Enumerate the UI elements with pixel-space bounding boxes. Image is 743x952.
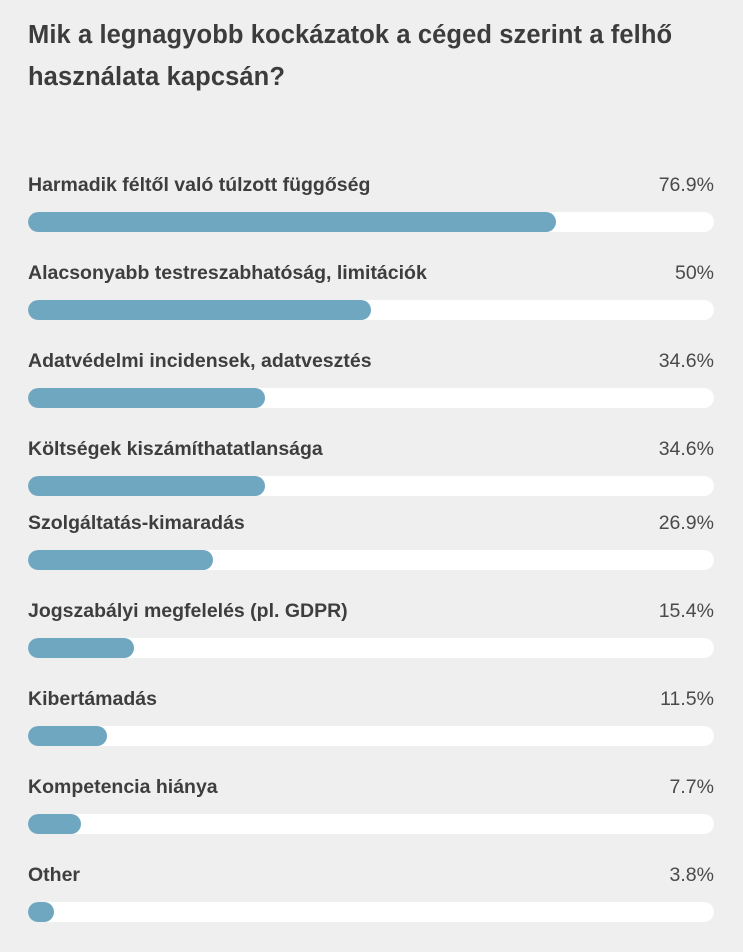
- poll-option: Jogszabályi megfelelés (pl. GDPR) 15.4%: [28, 598, 714, 658]
- poll-option-bar: [28, 388, 266, 408]
- poll-option-percentage: 26.9%: [658, 512, 714, 534]
- poll-option-label: Jogszabályi megfelelés (pl. GDPR): [28, 600, 348, 622]
- poll-option-percentage: 11.5%: [660, 688, 714, 710]
- poll-option-header: Szolgáltatás-kimaradás 26.9%: [28, 510, 714, 540]
- poll-option-bar-track: [28, 902, 714, 922]
- poll-option-header: Adatvédelmi incidensek, adatvesztés 34.6%: [28, 348, 714, 378]
- poll-option-bar-track: [28, 388, 714, 408]
- poll-option-bar-track: [28, 476, 714, 496]
- poll-option-bar: [28, 814, 81, 834]
- poll-option-bar: [28, 638, 134, 658]
- poll-option-percentage: 15.4%: [658, 600, 714, 622]
- poll-option: Other 3.8%: [28, 862, 714, 922]
- poll-option: Szolgáltatás-kimaradás 26.9%: [28, 510, 714, 570]
- poll-option-label: Szolgáltatás-kimaradás: [28, 512, 245, 534]
- poll-option-bar: [28, 726, 107, 746]
- poll-option-bar: [28, 212, 556, 232]
- poll-option-label: Adatvédelmi incidensek, adatvesztés: [28, 350, 372, 372]
- poll-option: Kibertámadás 11.5%: [28, 686, 714, 746]
- poll-option-bar-track: [28, 300, 714, 320]
- poll-option: Kompetencia hiánya 7.7%: [28, 774, 714, 834]
- poll-option-bar: [28, 300, 371, 320]
- poll-option-header: Költségek kiszámíthatatlansága 34.6%: [28, 436, 714, 466]
- poll-option-label: Other: [28, 864, 81, 886]
- poll-option-header: Kibertámadás 11.5%: [28, 686, 714, 716]
- poll-option-bar: [28, 476, 266, 496]
- poll-option-header: Kompetencia hiánya 7.7%: [28, 774, 714, 804]
- poll-option-bar: [28, 902, 55, 922]
- poll-option-percentage: 3.8%: [669, 864, 714, 886]
- poll-title: Mik a legnagyobb kockázatok a céged szer…: [28, 21, 673, 91]
- poll-option-label: Kibertámadás: [28, 688, 157, 710]
- poll-option: Alacsonyabb testreszabhatóság, limitáció…: [28, 260, 714, 320]
- poll-option: Költségek kiszámíthatatlansága 34.6%: [28, 436, 714, 496]
- poll-option-header: Jogszabályi megfelelés (pl. GDPR) 15.4%: [28, 598, 714, 628]
- poll-option-bar-track: [28, 212, 714, 232]
- poll-option-percentage: 34.6%: [658, 350, 714, 372]
- poll-option-bar-track: [28, 638, 714, 658]
- poll-option: Adatvédelmi incidensek, adatvesztés 34.6%: [28, 348, 714, 408]
- poll-option-label: Költségek kiszámíthatatlansága: [28, 438, 323, 460]
- poll-option-header: Harmadik féltől való túlzott függőség 76.…: [28, 172, 714, 202]
- poll-option-bar-track: [28, 550, 714, 570]
- poll-option-header: Other 3.8%: [28, 862, 714, 892]
- poll-option-percentage: 7.7%: [669, 776, 714, 798]
- poll-option-label: Alacsonyabb testreszabhatóság, limitáció…: [28, 262, 427, 284]
- poll-option-bar-track: [28, 726, 714, 746]
- poll-option-percentage: 50%: [674, 262, 714, 284]
- poll-option-percentage: 76.9%: [658, 174, 714, 196]
- poll-card: Mik a legnagyobb kockázatok a céged szer…: [28, 14, 714, 922]
- poll-option-label: Harmadik féltől való túlzott függőség: [28, 174, 371, 196]
- poll-option-bar-track: [28, 814, 714, 834]
- poll-option-bar: [28, 550, 213, 570]
- poll-option-label: Kompetencia hiánya: [28, 776, 218, 798]
- poll-option-header: Alacsonyabb testreszabhatóság, limitáció…: [28, 260, 714, 290]
- poll-option-percentage: 34.6%: [658, 438, 714, 460]
- poll-option: Harmadik féltől való túlzott függőség 76.…: [28, 172, 714, 232]
